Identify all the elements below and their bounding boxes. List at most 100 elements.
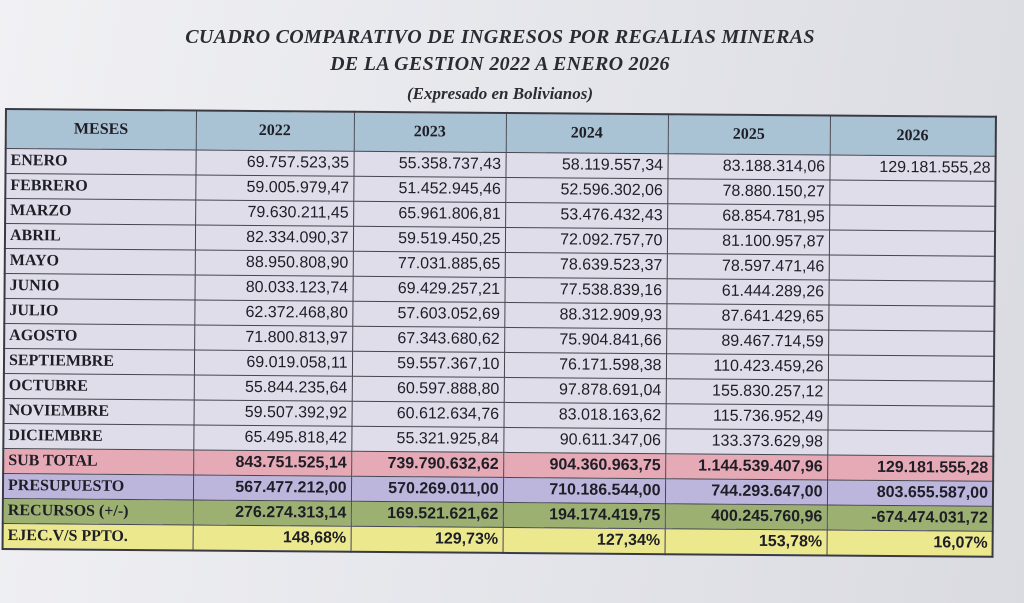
- row-label: JUNIO: [4, 273, 195, 300]
- cell-2025: 68.854.781,95: [667, 203, 830, 230]
- cell-2023: 129,73%: [350, 526, 503, 553]
- cell-2022: 69.757.523,35: [195, 149, 354, 177]
- cell-2024: 194.174.419,75: [502, 502, 665, 529]
- row-label: MAYO: [4, 248, 195, 275]
- row-label: DICIEMBRE: [3, 423, 194, 450]
- cell-2025: 153,78%: [664, 528, 827, 556]
- row-label: OCTUBRE: [3, 373, 194, 400]
- cell-2024: 72.092.757,70: [504, 227, 668, 254]
- cell-2025: 400.245.760,96: [664, 503, 827, 530]
- cell-2025: 155.830.257,12: [665, 378, 828, 405]
- cell-2022: 59.005.979,47: [195, 174, 354, 202]
- row-label: JULIO: [4, 298, 195, 325]
- document-subtitle: (Expresado en Bolivianos): [406, 84, 594, 103]
- cell-2023: 57.603.052,69: [352, 301, 505, 328]
- row-label: SEPTIEMBRE: [3, 348, 195, 375]
- cell-2026: 129.181.555,28: [829, 154, 996, 182]
- cell-2022: 59.507.392,92: [193, 399, 352, 427]
- cell-2026: [829, 204, 996, 232]
- cell-2024: 77.538.839,16: [504, 277, 667, 304]
- cell-2025: 78.880.150,27: [667, 178, 830, 205]
- cell-2025: 115.736.952,49: [665, 403, 828, 430]
- cell-2025: 61.444.289,26: [666, 278, 829, 305]
- cell-2023: 60.597.888,80: [351, 376, 504, 403]
- header-2024: 2024: [505, 112, 668, 154]
- cell-2026: -674.474.031,72: [826, 504, 993, 532]
- cell-2026: [827, 379, 994, 407]
- cell-2023: 51.452.945,46: [353, 176, 506, 203]
- cell-2023: 59.519.450,25: [352, 226, 506, 253]
- row-label: MARZO: [5, 198, 196, 225]
- cell-2025: 78.597.471,46: [666, 253, 829, 280]
- cell-2022: 82.334.090,37: [194, 224, 354, 252]
- header-2023: 2023: [353, 111, 506, 153]
- cell-2026: 129.181.555,28: [827, 454, 994, 482]
- cell-2023: 570.269.011,00: [350, 476, 504, 503]
- cell-2025: 81.100.957,87: [666, 228, 830, 255]
- cell-2025: 133.373.629,98: [665, 428, 828, 455]
- cell-2026: 803.655.587,00: [826, 479, 994, 507]
- cell-2023: 65.961.806,81: [353, 201, 506, 228]
- cell-2023: 60.612.634,76: [351, 401, 504, 428]
- cell-2026: [828, 279, 995, 307]
- cell-2023: 59.557.367,10: [351, 351, 505, 378]
- cell-2022: 62.372.468,80: [194, 299, 353, 327]
- row-label: AGOSTO: [4, 323, 195, 350]
- cell-2026: [828, 329, 995, 357]
- cell-2024: 78.639.523,37: [504, 252, 667, 279]
- cell-2024: 90.611.347,06: [503, 427, 666, 454]
- cell-2024: 76.171.598,38: [503, 352, 667, 379]
- cell-2022: 65.495.818,42: [193, 424, 352, 452]
- row-label: ABRIL: [4, 223, 196, 250]
- cell-2026: [828, 229, 996, 257]
- cell-2026: 16,07%: [826, 529, 993, 557]
- cell-2023: 69.429.257,21: [352, 276, 505, 303]
- cell-2024: 97.878.691,04: [503, 377, 666, 404]
- cell-2025: 1.144.539.407,96: [665, 453, 828, 480]
- cell-2024: 904.360.963,75: [503, 452, 666, 479]
- cell-2022: 79.630.211,45: [195, 199, 354, 227]
- cell-2026: [829, 179, 996, 207]
- cell-2025: 87.641.429,65: [666, 303, 829, 330]
- cell-2022: 276.274.313,14: [192, 499, 351, 527]
- header-meses: MESES: [5, 109, 196, 150]
- cell-2023: 77.031.885,65: [352, 251, 505, 278]
- document-title-line2: DE LA GESTION 2022 A ENERO 2026: [330, 53, 670, 75]
- row-label: PRESUPUESTO: [2, 473, 194, 500]
- cell-2022: 55.844.235,64: [193, 374, 352, 402]
- cell-2024: 88.312.909,93: [504, 302, 667, 329]
- header-2022: 2022: [195, 110, 354, 152]
- cell-2023: 55.321.925,84: [351, 426, 504, 453]
- row-label: NOVIEMBRE: [3, 398, 194, 425]
- cell-2026: [828, 254, 995, 282]
- cell-2023: 55.358.737,43: [353, 151, 506, 178]
- royalties-table: MESES 2022 2023 2024 2025 2026 ENERO 69.7…: [1, 108, 997, 558]
- cell-2022: 148,68%: [192, 524, 351, 552]
- row-label: SUB TOTAL: [3, 448, 194, 475]
- cell-2026: [828, 304, 995, 332]
- cell-2024: 710.186.544,00: [502, 477, 666, 504]
- header-2025: 2025: [667, 114, 830, 155]
- cell-2024: 58.119.557,34: [505, 152, 668, 179]
- cell-2026: [827, 404, 994, 432]
- row-label: EJEC.V/S PPTO.: [2, 523, 193, 551]
- cell-2024: 53.476.432,43: [505, 202, 668, 229]
- table-body: ENERO 69.757.523,35 55.358.737,43 58.119.55…: [2, 148, 996, 557]
- row-label: ENERO: [5, 148, 196, 175]
- cell-2022: 843.751.525,14: [193, 449, 352, 477]
- cell-2024: 83.018.163,62: [503, 402, 666, 429]
- cell-2023: 169.521.621,62: [350, 501, 503, 528]
- row-label: RECURSOS (+/-): [2, 498, 193, 525]
- cell-2022: 69.019.058,11: [193, 349, 353, 377]
- row-label: FEBRERO: [5, 173, 196, 200]
- cell-2025: 89.467.714,59: [666, 328, 829, 355]
- cell-2022: 567.477.212,00: [192, 474, 352, 502]
- cell-2026: [827, 354, 995, 382]
- cell-2022: 80.033.123,74: [194, 274, 353, 302]
- cell-2024: 75.904.841,66: [504, 327, 667, 354]
- cell-2026: [827, 429, 994, 457]
- cell-2023: 67.343.680,62: [352, 326, 505, 353]
- cell-2022: 71.800.813,97: [194, 324, 353, 352]
- document-title: CUADRO COMPARATIVO DE INGRESOS POR REGAL…: [185, 26, 815, 48]
